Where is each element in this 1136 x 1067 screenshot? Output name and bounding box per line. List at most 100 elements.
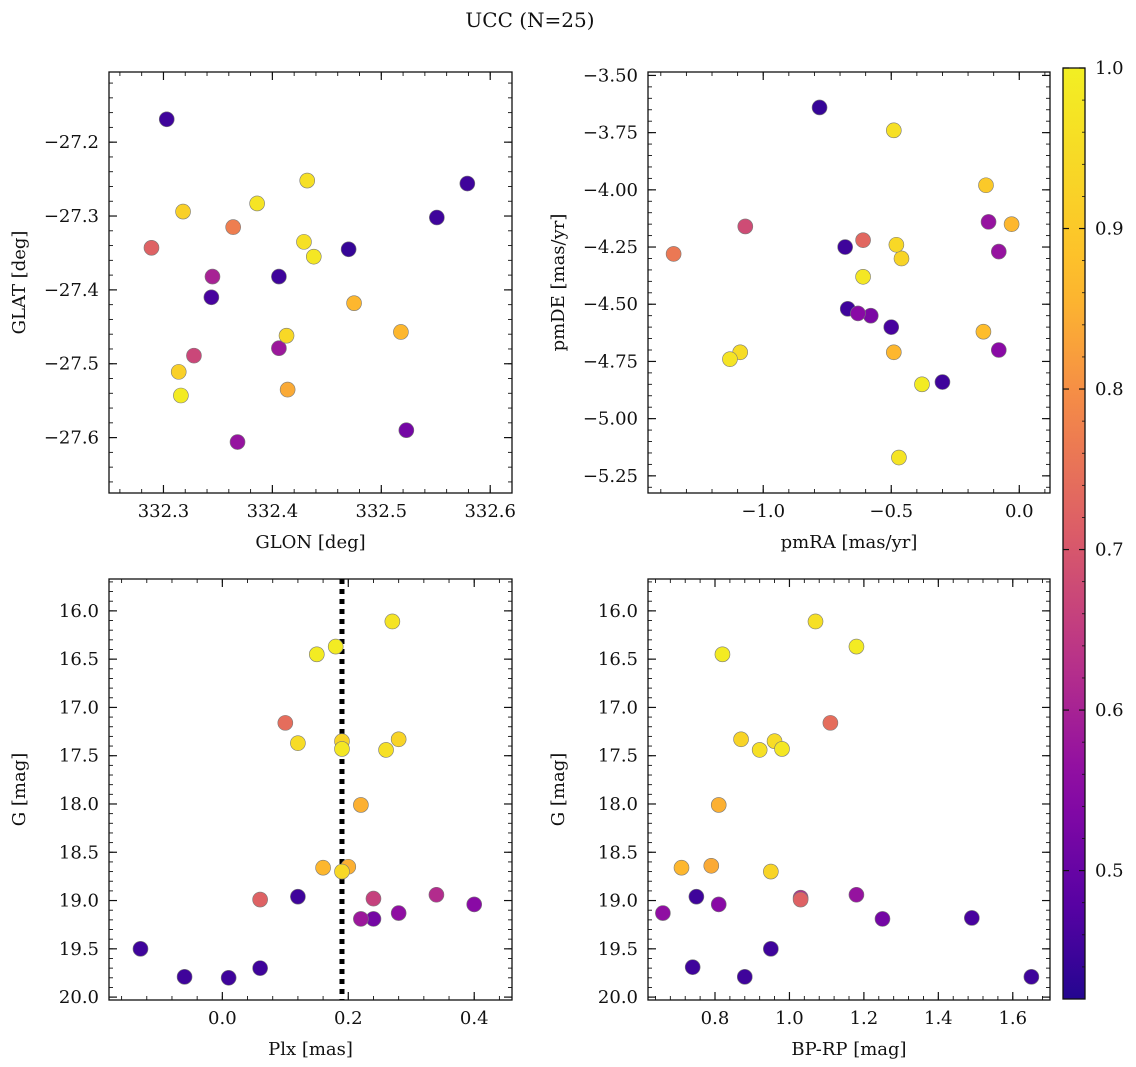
- scatter-point: [1003, 216, 1020, 232]
- scatter-point: [220, 969, 237, 986]
- scatter-point: [684, 959, 701, 975]
- y-tick-label: 18.5: [598, 842, 638, 863]
- scatter-point: [703, 857, 720, 874]
- scatter-point: [290, 735, 306, 751]
- scatter-point: [175, 203, 191, 220]
- y-tick-label: 20.0: [598, 987, 638, 1008]
- scatter-point: [763, 863, 779, 880]
- y-tick-label: 19.0: [59, 891, 99, 912]
- scatter-point: [714, 646, 731, 663]
- scatter-point: [327, 638, 344, 655]
- y-tick-label: 18.0: [598, 794, 638, 815]
- scatter-point: [837, 239, 853, 255]
- panel-bottom-left: 0.0 0.2 0.4 16.0 16.5 17.0 17.5 18.0 18.5 19.0 19.…: [9, 578, 513, 1060]
- scatter-point: [792, 891, 809, 908]
- scatter-point: [204, 268, 221, 285]
- x-axis-label: pmRA [mas/yr]: [781, 532, 918, 553]
- y-tick-label: −27.5: [44, 354, 99, 375]
- x-tick-label: 0.0: [1005, 501, 1034, 522]
- y-tick-label: 17.0: [59, 697, 99, 718]
- scatter-point: [862, 307, 879, 324]
- scatter-point: [722, 351, 738, 367]
- y-tick-label: −4.50: [583, 294, 638, 315]
- scatter-point: [429, 209, 445, 226]
- scatter-point: [807, 613, 824, 630]
- scatter-point: [308, 646, 325, 663]
- scatter-point: [390, 731, 407, 748]
- scatter-point: [990, 243, 1007, 260]
- y-tick-label: −27.3: [44, 206, 99, 227]
- y-tick-label: 18.5: [59, 842, 99, 863]
- x-axis-label: GLON [deg]: [255, 532, 365, 553]
- scatter-point: [346, 295, 362, 311]
- y-tick-label: 19.0: [598, 891, 638, 912]
- scatter-point: [315, 859, 331, 876]
- y-tick-label: 17.5: [598, 746, 638, 767]
- x-tick-label: 1.6: [998, 1008, 1027, 1029]
- scatter-point: [305, 248, 322, 265]
- scatter-point: [886, 344, 902, 361]
- y-tick-label: −3.75: [583, 123, 638, 144]
- panel-top-right: −1.0 −0.5 0.0 −3.50 −3.75 −4.00 −4.25 −4.50 −4.7…: [548, 65, 1051, 553]
- y-tick-label: −5.25: [583, 466, 638, 487]
- scatter-point: [811, 99, 828, 116]
- scatter-point: [398, 422, 415, 439]
- scatter-point: [848, 638, 865, 655]
- scatter-point: [340, 241, 357, 258]
- scatter-point: [914, 376, 930, 393]
- x-tick-label: 332.5: [356, 501, 408, 522]
- x-tick-label: 0.0: [208, 1008, 237, 1029]
- scatter-point: [980, 214, 997, 230]
- scatter-point: [774, 741, 790, 757]
- scatter-point: [855, 232, 871, 248]
- x-axis-label: Plx [mas]: [268, 1039, 353, 1060]
- x-tick-label: 0.4: [460, 1008, 489, 1029]
- colorbar-tick-label: 0.8: [1095, 379, 1124, 400]
- scatter-point: [763, 941, 779, 957]
- x-tick-label: 0.2: [334, 1008, 363, 1029]
- scatter-point: [964, 910, 980, 926]
- x-tick-label: −1.0: [741, 501, 785, 522]
- scatter-point: [751, 742, 768, 758]
- scatter-point: [278, 327, 295, 344]
- y-tick-label: 20.0: [59, 987, 99, 1008]
- panel-top-left: 332.3 332.4 332.5 332.6 −27.2 −27.3 −27.4 −27.5…: [9, 71, 516, 553]
- y-tick-label: −4.75: [583, 351, 638, 372]
- scatter-point: [170, 364, 187, 380]
- scatter-point: [132, 941, 149, 957]
- y-tick-label: −27.4: [44, 280, 99, 301]
- scatter-point: [459, 175, 476, 192]
- y-tick-label: −4.25: [583, 237, 638, 258]
- scatter-point: [225, 219, 241, 235]
- scatter-point: [384, 613, 401, 630]
- colorbar-tick-label: 0.9: [1095, 219, 1124, 240]
- scatter-point: [934, 374, 951, 390]
- scatter-point: [737, 218, 754, 235]
- y-tick-label: −5.00: [583, 409, 638, 430]
- y-tick-label: 16.0: [59, 601, 99, 622]
- scatter-point: [296, 234, 312, 250]
- scatter-point: [299, 172, 316, 189]
- scatter-point: [822, 715, 839, 731]
- x-tick-label: −0.5: [869, 501, 913, 522]
- colorbar-gradient: [1062, 67, 1086, 1000]
- figure-title: UCC (N=25): [465, 8, 595, 32]
- y-tick-label: −27.2: [44, 132, 99, 153]
- scatter-point: [688, 888, 705, 905]
- x-tick-label: 1.0: [775, 1008, 804, 1029]
- colorbar-tick-label: 1.0: [1095, 58, 1124, 79]
- y-tick-label: 16.5: [59, 649, 99, 670]
- scatter-point: [378, 742, 394, 758]
- y-tick-label: 18.0: [59, 794, 99, 815]
- y-tick-label: −3.50: [583, 65, 638, 86]
- y-tick-label: −4.00: [583, 180, 638, 201]
- x-tick-label: 332.3: [138, 501, 190, 522]
- scatter-point: [186, 347, 202, 364]
- panel-bottom-right: 0.8 1.0 1.2 1.4 1.6 16.0 16.5 17.0 17.5 18.0 18.5 1…: [548, 578, 1051, 1060]
- axes-frame: [108, 71, 513, 494]
- axes-frame: [647, 71, 1051, 494]
- scatter-point: [665, 246, 682, 262]
- y-tick-label: −27.6: [44, 428, 99, 449]
- y-tick-label: 19.5: [598, 939, 638, 960]
